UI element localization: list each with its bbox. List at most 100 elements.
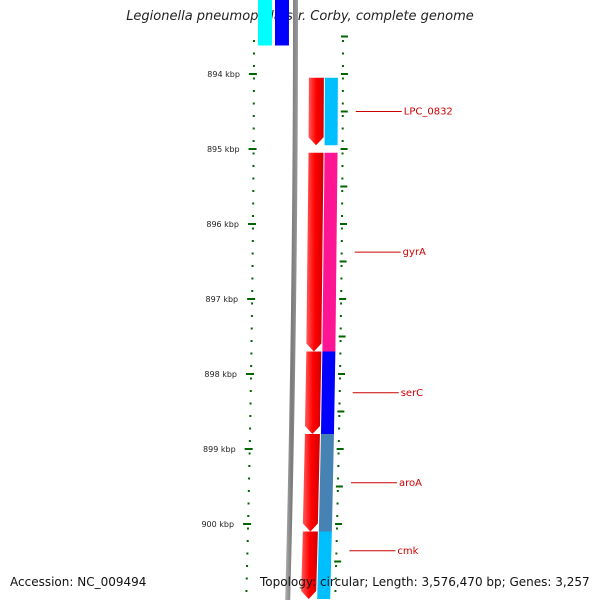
guide-dot bbox=[341, 152, 344, 155]
guide-dot bbox=[340, 290, 343, 292]
minor-tick bbox=[335, 485, 343, 488]
guide-dot bbox=[335, 540, 338, 542]
minor-tick bbox=[334, 560, 342, 563]
minor-tick bbox=[336, 448, 344, 450]
guide-dot bbox=[252, 102, 255, 105]
minor-tick bbox=[335, 523, 343, 525]
minor-tick bbox=[337, 410, 345, 413]
guide-dot bbox=[248, 477, 251, 480]
guide-dot bbox=[337, 452, 340, 455]
scale-tick-label: 898 kbp bbox=[204, 370, 237, 379]
other-genes bbox=[257, 0, 289, 46]
guide-dot bbox=[250, 365, 253, 367]
minor-tick bbox=[340, 110, 348, 113]
guide-dot bbox=[338, 415, 341, 417]
guide-dot bbox=[338, 377, 341, 380]
guide-dot bbox=[252, 115, 255, 117]
guide-dot bbox=[249, 377, 252, 380]
cds-arrow bbox=[304, 351, 322, 434]
guide-dot bbox=[250, 327, 253, 330]
cds-arrow bbox=[301, 531, 318, 599]
scale-tick-label: 894 kbp bbox=[207, 70, 240, 79]
feature-bar bbox=[322, 152, 338, 352]
guide-dot bbox=[249, 390, 252, 392]
guide-dot bbox=[337, 440, 340, 442]
minor-tick bbox=[339, 260, 347, 263]
guide-dot bbox=[246, 552, 249, 555]
major-tick bbox=[246, 373, 255, 375]
guide-dot bbox=[252, 65, 255, 67]
guide-dot bbox=[251, 302, 254, 305]
guide-dot bbox=[341, 90, 344, 92]
other-gene-outer bbox=[257, 0, 272, 46]
cds-track bbox=[301, 77, 338, 599]
guide-dot bbox=[336, 502, 339, 505]
guide-dot bbox=[252, 127, 255, 130]
guide-dot bbox=[340, 265, 343, 267]
major-tick bbox=[243, 523, 252, 525]
genome-backbone bbox=[285, 0, 298, 600]
guide-dot bbox=[247, 490, 250, 492]
guide-dot bbox=[341, 102, 344, 105]
guide-dot bbox=[252, 152, 255, 155]
guide-dot bbox=[341, 65, 344, 67]
guide-dot bbox=[339, 365, 342, 367]
gene-label: cmk bbox=[397, 546, 418, 557]
gene-label: LPC_0832 bbox=[404, 107, 453, 118]
guide-dot bbox=[341, 165, 344, 167]
minor-tick bbox=[340, 35, 348, 38]
guide-dot bbox=[252, 52, 255, 55]
guide-dot bbox=[341, 177, 344, 180]
guide-dot bbox=[248, 452, 251, 455]
guide-dot bbox=[335, 527, 338, 530]
cds-arrow bbox=[302, 434, 320, 532]
guide-dot bbox=[341, 190, 344, 192]
guide-dot bbox=[246, 527, 249, 530]
guide-dot bbox=[334, 577, 337, 580]
guide-dot bbox=[334, 590, 337, 592]
major-tick bbox=[248, 73, 257, 75]
guide-dot bbox=[248, 440, 251, 442]
guide-dot bbox=[252, 77, 255, 80]
guide-dot bbox=[247, 502, 250, 505]
feature-bar bbox=[320, 351, 336, 434]
guide-dot bbox=[341, 215, 344, 217]
guide-dot bbox=[340, 240, 343, 242]
scale-tick-label: 900 kbp bbox=[201, 520, 234, 529]
guide-dot bbox=[252, 90, 255, 92]
guide-dot bbox=[336, 515, 339, 517]
other-gene-inner bbox=[274, 0, 289, 46]
guide-dot bbox=[245, 590, 248, 592]
scale-tick-label: 895 kbp bbox=[207, 145, 240, 154]
major-tick bbox=[244, 448, 253, 450]
guide-dot bbox=[251, 277, 254, 280]
scale-tick-label: 896 kbp bbox=[206, 220, 239, 229]
major-tick bbox=[247, 298, 256, 300]
guide-dot bbox=[251, 290, 254, 292]
guide-dot bbox=[339, 340, 342, 342]
guide-dot bbox=[339, 352, 342, 355]
guide-dot bbox=[250, 352, 253, 355]
guide-dot bbox=[341, 77, 344, 80]
guide-dot bbox=[251, 240, 254, 242]
accession-text: Accession: NC_009494 bbox=[10, 575, 147, 589]
guide-dot bbox=[247, 515, 250, 517]
guide-dot bbox=[341, 140, 344, 142]
guide-dot bbox=[246, 540, 249, 542]
guide-dot bbox=[340, 302, 343, 305]
guide-dot bbox=[251, 252, 254, 255]
guide-dot bbox=[341, 202, 344, 205]
guide-dot bbox=[245, 577, 248, 580]
guide-dot bbox=[249, 415, 252, 417]
guide-dot bbox=[252, 190, 255, 192]
minor-tick bbox=[340, 185, 348, 188]
guide-dot bbox=[252, 177, 255, 180]
guide-dot bbox=[251, 265, 254, 267]
guide-dot bbox=[335, 565, 338, 567]
gene-label: aroA bbox=[399, 478, 422, 489]
topology-text: Topology: circular; Length: 3,576,470 bp… bbox=[260, 575, 590, 589]
guide-dot bbox=[252, 202, 255, 205]
guide-dot bbox=[250, 315, 253, 317]
guide-dot bbox=[338, 402, 341, 405]
